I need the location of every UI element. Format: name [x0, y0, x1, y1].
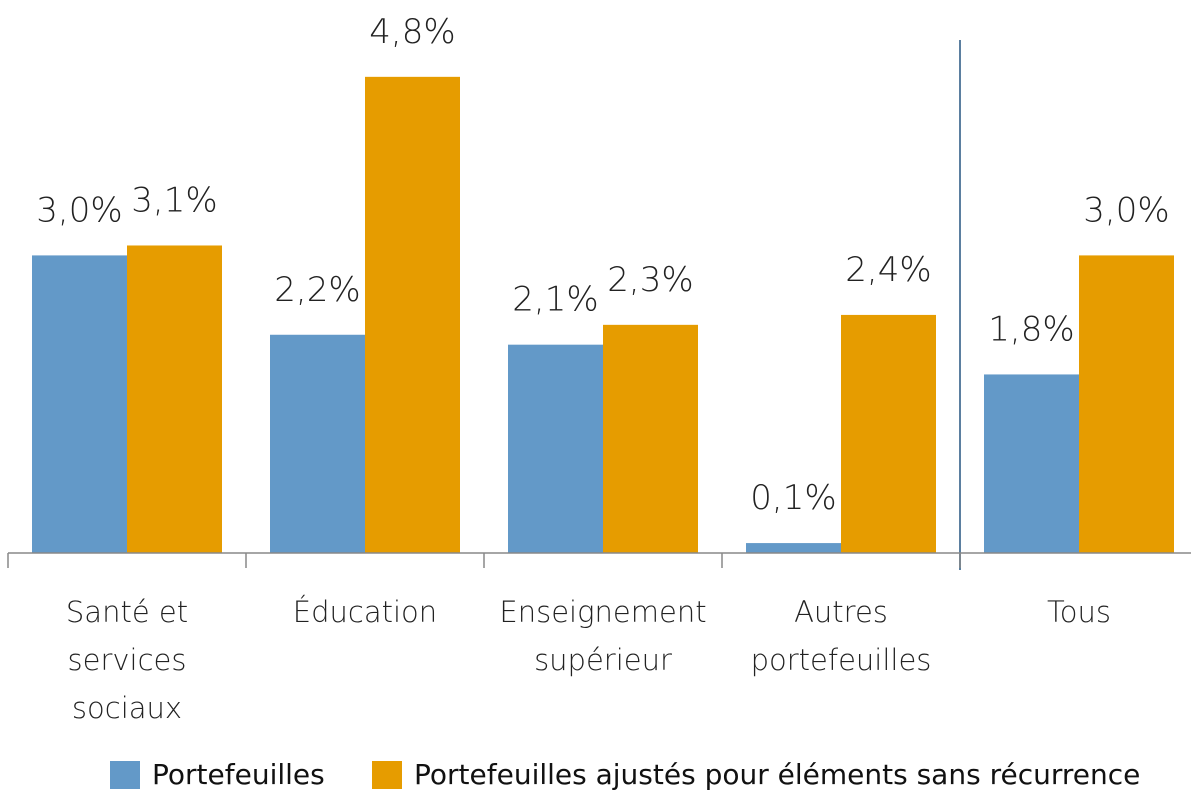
data-label: 2,2% — [274, 270, 360, 310]
x-tick-label: Éducation — [292, 595, 438, 629]
data-label: 2,3% — [607, 260, 693, 300]
x-tick-label: Enseignement supérieur — [499, 595, 707, 677]
bar — [746, 543, 841, 553]
data-label: 3,0% — [1083, 190, 1169, 230]
legend-label: Portefeuilles — [152, 758, 325, 791]
bar — [127, 245, 222, 554]
data-label: 4,8% — [369, 12, 455, 52]
legend-swatch — [372, 760, 402, 789]
bar — [984, 374, 1079, 553]
x-tick-label: Tous — [1046, 595, 1112, 629]
data-label: 3,1% — [131, 180, 217, 220]
bar — [603, 324, 698, 553]
bar — [365, 76, 460, 553]
data-label: 0,1% — [750, 478, 836, 518]
x-tick-label: Santé et services sociaux — [65, 595, 189, 725]
legend-swatch — [110, 760, 140, 789]
legend-item: Portefeuilles ajustés pour éléments sans… — [372, 758, 1140, 791]
x-tick-label: Autres portefeuilles — [750, 595, 932, 677]
bar — [270, 334, 365, 553]
bar — [508, 344, 603, 553]
legend-item: Portefeuilles — [110, 758, 325, 791]
data-label: 3,0% — [36, 190, 122, 230]
data-label: 2,1% — [512, 280, 598, 320]
bar — [841, 314, 936, 553]
legend-label: Portefeuilles ajustés pour éléments sans… — [414, 758, 1141, 791]
bar — [32, 255, 127, 553]
data-label: 2,4% — [845, 250, 931, 290]
bar — [1079, 255, 1174, 553]
data-label: 1,8% — [988, 309, 1074, 349]
